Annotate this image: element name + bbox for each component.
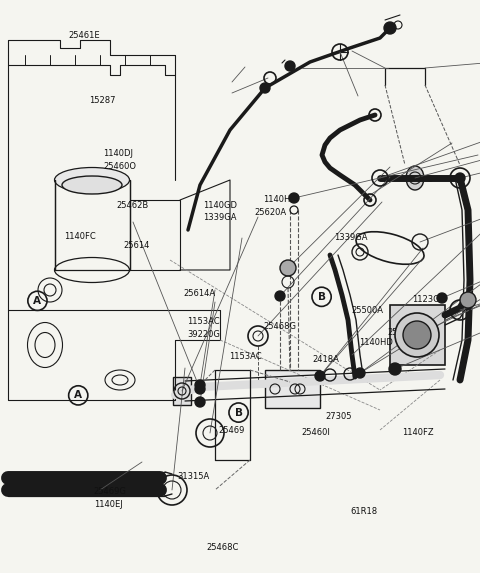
Text: 25460I: 25460I <box>301 428 330 437</box>
Text: B: B <box>235 407 242 418</box>
Circle shape <box>403 321 431 349</box>
Bar <box>390 305 445 365</box>
Circle shape <box>285 61 295 71</box>
Text: 1140HD: 1140HD <box>263 195 297 204</box>
Text: 15287: 15287 <box>89 96 115 105</box>
Text: 1153AC: 1153AC <box>187 317 220 326</box>
Circle shape <box>195 384 205 394</box>
Circle shape <box>280 260 296 276</box>
Text: 61R18: 61R18 <box>350 507 378 516</box>
Circle shape <box>275 291 285 301</box>
Circle shape <box>460 292 476 308</box>
Text: A: A <box>74 390 82 401</box>
Circle shape <box>355 368 365 378</box>
Text: 25468C: 25468C <box>206 543 239 552</box>
Text: 25500A: 25500A <box>351 306 384 315</box>
Text: 1339GA: 1339GA <box>203 213 237 222</box>
Circle shape <box>437 293 447 303</box>
Text: 1140DJ: 1140DJ <box>103 149 133 158</box>
Circle shape <box>315 371 325 381</box>
Text: A: A <box>34 296 41 306</box>
Text: 25614A: 25614A <box>183 289 216 299</box>
Text: 25461E: 25461E <box>68 31 100 40</box>
Text: 25462B: 25462B <box>116 201 148 210</box>
Text: 39220G: 39220G <box>187 329 220 339</box>
Circle shape <box>455 173 465 183</box>
Circle shape <box>395 313 439 357</box>
Bar <box>173 377 191 405</box>
Text: 25620A: 25620A <box>254 207 287 217</box>
Text: 1339GA: 1339GA <box>334 233 367 242</box>
Text: B: B <box>318 292 325 302</box>
Circle shape <box>195 397 205 407</box>
Text: 25468G: 25468G <box>263 322 296 331</box>
Text: 1140HD: 1140HD <box>359 338 393 347</box>
Text: 1140GD: 1140GD <box>203 201 237 210</box>
Ellipse shape <box>406 166 424 190</box>
Text: 1153AC: 1153AC <box>229 352 262 361</box>
Text: 2418A: 2418A <box>312 355 339 364</box>
Ellipse shape <box>62 176 122 194</box>
Circle shape <box>384 22 396 34</box>
Circle shape <box>289 193 299 203</box>
Bar <box>265 370 320 408</box>
Circle shape <box>195 380 205 390</box>
Circle shape <box>389 363 401 375</box>
Text: 25614: 25614 <box>124 241 150 250</box>
Text: 1140EJ: 1140EJ <box>94 500 122 509</box>
Text: 25469G: 25469G <box>94 487 126 496</box>
Text: 27305: 27305 <box>325 412 352 421</box>
Text: 31315A: 31315A <box>178 472 210 481</box>
Text: 1140FZ: 1140FZ <box>402 428 434 437</box>
Text: 25469: 25469 <box>218 426 245 435</box>
Text: 1123GX: 1123GX <box>412 295 445 304</box>
Text: 25631B: 25631B <box>388 328 420 337</box>
Text: 1140FC: 1140FC <box>64 232 96 241</box>
Circle shape <box>260 83 270 93</box>
Text: 25460O: 25460O <box>103 162 136 171</box>
Ellipse shape <box>55 167 130 193</box>
